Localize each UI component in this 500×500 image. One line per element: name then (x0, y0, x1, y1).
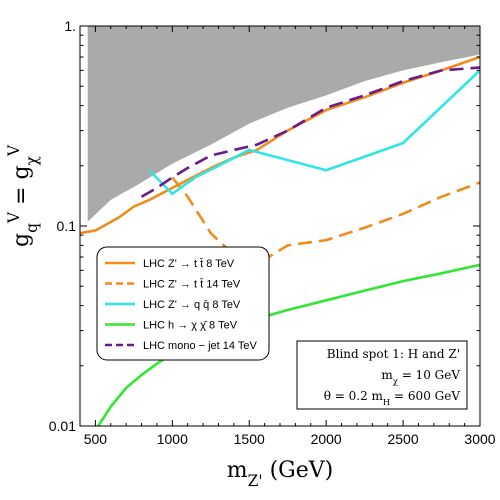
y-tick-label: 1. (64, 18, 76, 34)
annotation-box (296, 340, 468, 410)
x-axis-title: mZ' (GeV) (227, 458, 333, 490)
excluded-region (87, 26, 480, 222)
legend-label: LHC h → χ χ̄ 8 TeV (143, 320, 238, 332)
legend-label: LHC Z' → q q̄ 8 TeV (143, 299, 241, 311)
legend-label: LHC mono − jet 14 TeV (143, 340, 257, 352)
series-line-2 (148, 69, 480, 196)
x-tick-label: 1000 (157, 431, 188, 447)
y-axis-title: gqV = gχV (5, 144, 41, 247)
legend-label: LHC Z' → t t̄ 8 TeV (143, 258, 235, 270)
legend-box (96, 246, 270, 361)
x-tick-label: 2500 (387, 431, 418, 447)
x-tick-label: 1500 (234, 431, 265, 447)
series-line-4 (140, 66, 480, 198)
x-tick-label: 500 (84, 431, 108, 447)
x-tick-label: 2000 (311, 431, 342, 447)
y-tick-label: 0.1 (57, 218, 77, 234)
annotation-line: θ = 0.2 mH = 600 GeV (324, 389, 461, 407)
series-line-1 (171, 176, 480, 261)
y-tick-label: 0.01 (49, 418, 76, 434)
annotation-line: Blind spot 1: H and Z' (327, 347, 460, 361)
x-tick-label: 3000 (464, 431, 495, 447)
legend-label: LHC Z' → t t̄ 14 TeV (143, 278, 241, 290)
annotation-line: mχ = 10 GeV (381, 368, 460, 386)
